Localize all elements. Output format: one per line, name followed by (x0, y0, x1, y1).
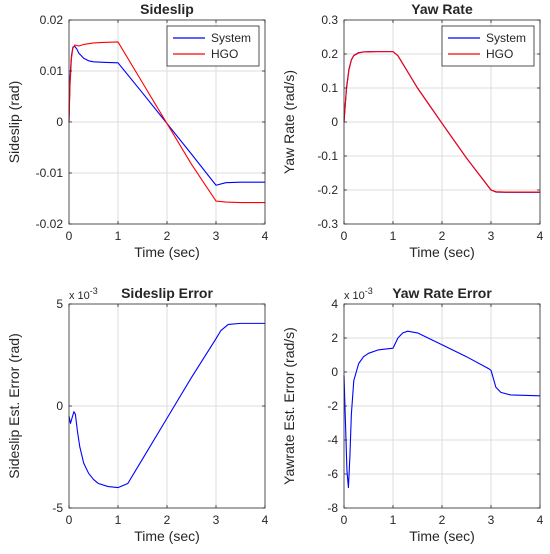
series-line-1 (343, 330, 541, 489)
y-tick-label: -5 (52, 501, 63, 515)
y-tick-label: 0.2 (321, 47, 338, 61)
y-tick-label: -6 (327, 467, 338, 481)
series-line-1 (68, 45, 265, 186)
y-tick-label: -0.1 (317, 149, 338, 163)
chart-title: Sideslip Error (121, 285, 213, 301)
legend-entry: HGO (211, 47, 238, 61)
series-line-2 (343, 51, 540, 193)
legend-entry: System (486, 31, 526, 45)
y-axis-label: Sideslip (rad) (6, 81, 22, 163)
chart-title: Yaw Rate (411, 1, 473, 17)
y-exponent-label: x 10-3 (344, 286, 373, 302)
y-axis-label: Sideslip Est. Error (rad) (6, 333, 22, 478)
x-tick-label: 4 (262, 229, 269, 243)
y-exponent-label: x 10-3 (69, 286, 98, 302)
x-tick-label: 3 (488, 229, 495, 243)
y-axis-label: Yaw Rate (rad/s) (281, 70, 297, 174)
x-tick-label: 0 (66, 229, 73, 243)
y-tick-label: 0.1 (321, 81, 338, 95)
y-tick-label: 0.02 (40, 13, 64, 27)
x-tick-label: 0 (341, 229, 348, 243)
y-tick-label: 0 (56, 115, 63, 129)
y-tick-label: 2 (331, 331, 338, 345)
legend: System HGO (166, 25, 260, 67)
x-tick-label: 4 (537, 229, 544, 243)
x-tick-label: 1 (115, 229, 122, 243)
x-axis-label: Time (sec) (409, 528, 475, 544)
x-axis-label: Time (sec) (134, 528, 200, 544)
chart-title: Yaw Rate Error (392, 285, 492, 301)
y-tick-label: 0.3 (321, 13, 338, 27)
y-tick-label: 0 (56, 399, 63, 413)
chart-panel-2: 0 1 2 3 4 -0.3 -0.2 -0.1 0 0.1 0.2 0.3 Yaw Rate Time … (281, 1, 544, 260)
y-tick-label: -4 (327, 433, 338, 447)
x-tick-label: 1 (390, 513, 397, 527)
x-tick-label: 2 (164, 229, 171, 243)
y-tick-label: 4 (331, 297, 338, 311)
y-axis-label: Yawrate Est. Error (rad/s) (281, 327, 297, 485)
chart-panel-1: 0 1 2 3 4 -0.02 -0.01 0 0.01 0.02 Sideslip Time (se… (6, 1, 269, 260)
x-tick-label: 3 (213, 513, 220, 527)
y-tick-label: 5 (56, 297, 63, 311)
y-tick-label: -0.02 (36, 217, 64, 231)
x-tick-label: 2 (439, 229, 446, 243)
y-tick-label: -0.3 (317, 217, 338, 231)
legend-entry: HGO (486, 47, 513, 61)
y-tick-label: -0.01 (36, 166, 64, 180)
x-tick-label: 1 (115, 513, 122, 527)
series-line-2 (68, 41, 265, 204)
x-axis-label: Time (sec) (409, 244, 475, 260)
series-line-1 (68, 322, 265, 489)
x-tick-label: 0 (341, 513, 348, 527)
legend: System HGO (441, 25, 535, 67)
y-tick-label: -2 (327, 399, 338, 413)
y-tick-label: -0.2 (317, 183, 338, 197)
legend-box (441, 25, 535, 67)
x-tick-label: 3 (488, 513, 495, 527)
x-tick-label: 2 (164, 513, 171, 527)
x-tick-label: 4 (262, 513, 269, 527)
y-tick-label: 0 (331, 115, 338, 129)
y-tick-label: 0 (331, 365, 338, 379)
x-axis-label: Time (sec) (134, 244, 200, 260)
legend-entry: System (211, 31, 251, 45)
x-tick-label: 1 (390, 229, 397, 243)
y-tick-label: -8 (327, 501, 338, 515)
chart-title: Sideslip (140, 1, 194, 17)
x-tick-label: 3 (213, 229, 220, 243)
chart-panel-4: 0 1 2 3 4 -8 -6 -4 -2 0 2 4 x 10-3 Yaw Rate Error Time… (281, 285, 544, 544)
y-tick-label: 0.01 (40, 64, 64, 78)
x-tick-label: 0 (66, 513, 73, 527)
x-tick-label: 2 (439, 513, 446, 527)
legend-box (166, 25, 260, 67)
x-tick-label: 4 (537, 513, 544, 527)
